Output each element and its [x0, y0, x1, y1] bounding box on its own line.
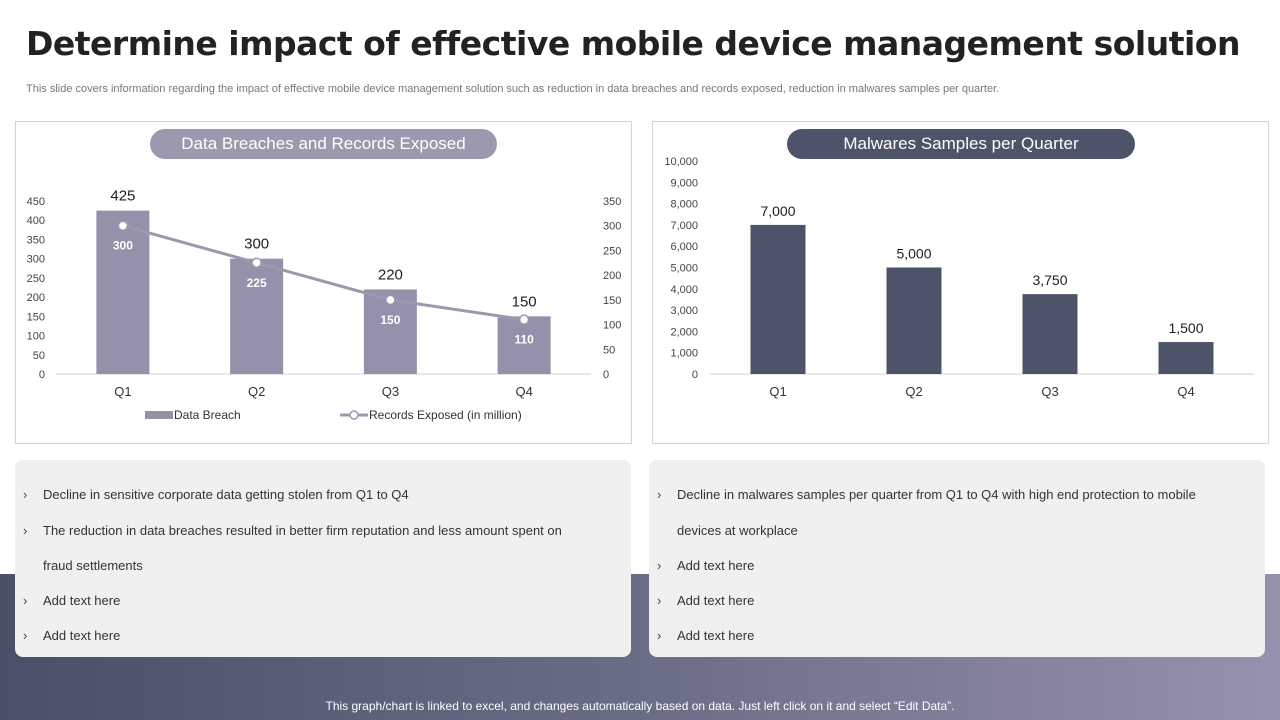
y-tick-label: 1,000: [670, 348, 698, 360]
x-tick-label: Q3: [1041, 384, 1058, 399]
y-tick-label: 3,000: [670, 305, 698, 317]
chart-title-breaches: Data Breaches and Records Exposed: [150, 129, 497, 159]
chevron-right-icon: ›: [657, 593, 662, 608]
page-title: Determine impact of effective mobile dev…: [26, 24, 1240, 63]
bullet-text: Add text here: [677, 628, 755, 643]
chart-panel-breaches[interactable]: Data Breaches and Records Exposed 0 50 100…: [15, 121, 632, 444]
x-tick-label: Q2: [248, 384, 265, 399]
y-tick-label: 6,000: [670, 241, 698, 253]
bar: [1158, 342, 1214, 374]
text-box-left: › Decline in sensitive corporate data ge…: [15, 460, 631, 657]
y-tick-label-left: 200: [27, 292, 45, 304]
legend-label-data-breach: Data Breach: [174, 408, 241, 422]
bullet-text: Add text here: [677, 558, 755, 573]
bullet-text: Add text here: [43, 628, 121, 643]
y-tick-label-left: 250: [27, 273, 45, 285]
bar: [886, 267, 942, 374]
x-tick-label: Q1: [114, 384, 131, 399]
legend-swatch-data-breach: [145, 411, 173, 419]
y-tick-label-right: 300: [603, 221, 621, 233]
bullet-text-continued: fraud settlements: [43, 558, 143, 573]
y-tick-label: 10,000: [664, 156, 698, 168]
chart-title-malware: Malwares Samples per Quarter: [787, 129, 1135, 159]
bar: [497, 316, 551, 374]
bar-value-label: 425: [110, 188, 135, 205]
y-tick-label-left: 400: [27, 215, 45, 227]
y-tick-label-right: 250: [603, 245, 621, 257]
records-value-label: 300: [113, 239, 133, 253]
bullet-text: Add text here: [43, 593, 121, 608]
chevron-right-icon: ›: [23, 628, 28, 643]
y-tick-label-left: 450: [27, 196, 45, 208]
bar: [96, 210, 150, 374]
footer-note: This graph/chart is linked to excel, and…: [325, 699, 955, 713]
bullet-text: Add text here: [677, 593, 755, 608]
y-tick-label: 7,000: [670, 220, 698, 232]
y-tick-label: 9,000: [670, 177, 698, 189]
page-subtitle: This slide covers information regarding …: [26, 83, 1000, 95]
x-tick-label: Q3: [382, 384, 399, 399]
y-tick-label-left: 300: [27, 254, 45, 266]
y-tick-label-right: 0: [603, 369, 609, 381]
bar: [1022, 294, 1078, 374]
bar-value-label: 3,750: [1032, 272, 1067, 288]
y-tick-label-left: 100: [27, 331, 45, 343]
bullet-text: The reduction in data breaches resulted …: [43, 523, 562, 538]
y-tick-label-left: 0: [39, 369, 45, 381]
text-box-right: › Decline in malwares samples per quarte…: [649, 460, 1265, 657]
records-point: [117, 220, 129, 231]
bullet-text: Decline in sensitive corporate data gett…: [43, 487, 409, 502]
bar: [750, 224, 806, 374]
legend-marker-records: [349, 410, 359, 420]
chevron-right-icon: ›: [23, 487, 28, 502]
x-tick-label: Q2: [905, 384, 922, 399]
bar-value-label: 150: [512, 293, 537, 310]
y-tick-label-right: 200: [603, 270, 621, 282]
bar-value-label: 1,500: [1168, 320, 1203, 336]
chevron-right-icon: ›: [23, 593, 28, 608]
records-line: [122, 224, 525, 322]
malware-chart[interactable]: 0 1,000 2,000 3,000 4,000 5,000 6,000 7,000 8,00…: [653, 122, 1270, 445]
chevron-right-icon: ›: [23, 523, 28, 538]
records-point: [251, 257, 262, 269]
breaches-chart[interactable]: 0 50 100 150 200 250 300 350 400 450 0 50 100 150 200 2…: [16, 122, 633, 445]
bar-value-label: 300: [244, 236, 269, 253]
chevron-right-icon: ›: [657, 628, 662, 643]
y-tick-label-left: 50: [33, 350, 45, 362]
y-tick-label-left: 150: [27, 311, 45, 323]
y-tick-label-right: 350: [603, 196, 621, 208]
y-tick-label-right: 50: [603, 344, 615, 356]
chevron-right-icon: ›: [657, 487, 662, 502]
y-tick-label: 4,000: [670, 284, 698, 296]
records-point: [518, 314, 530, 325]
records-value-label: 225: [247, 276, 267, 290]
x-tick-label: Q4: [515, 384, 532, 399]
records-point: [385, 294, 396, 306]
y-tick-label-right: 150: [603, 295, 621, 307]
y-tick-label: 2,000: [670, 326, 698, 338]
bullet-text-continued: devices at workplace: [677, 523, 798, 538]
bar: [230, 258, 284, 374]
y-tick-label: 0: [692, 369, 698, 381]
y-tick-label-left: 350: [27, 234, 45, 246]
bar-value-label: 220: [378, 266, 403, 283]
records-value-label: 110: [514, 333, 534, 347]
bar-value-label: 5,000: [896, 246, 931, 262]
legend-label-records: Records Exposed (in million): [369, 408, 522, 422]
chart-panel-malware[interactable]: Malwares Samples per Quarter 0 1,000 2,000…: [652, 121, 1269, 444]
y-tick-label: 5,000: [670, 263, 698, 275]
records-value-label: 150: [380, 313, 400, 327]
y-tick-label: 8,000: [670, 199, 698, 211]
x-tick-label: Q4: [1177, 384, 1194, 399]
x-tick-label: Q1: [769, 384, 786, 399]
y-tick-label-right: 100: [603, 320, 621, 332]
bullet-text: Decline in malwares samples per quarter …: [677, 487, 1196, 502]
bar-value-label: 7,000: [760, 203, 795, 219]
chevron-right-icon: ›: [657, 558, 662, 573]
